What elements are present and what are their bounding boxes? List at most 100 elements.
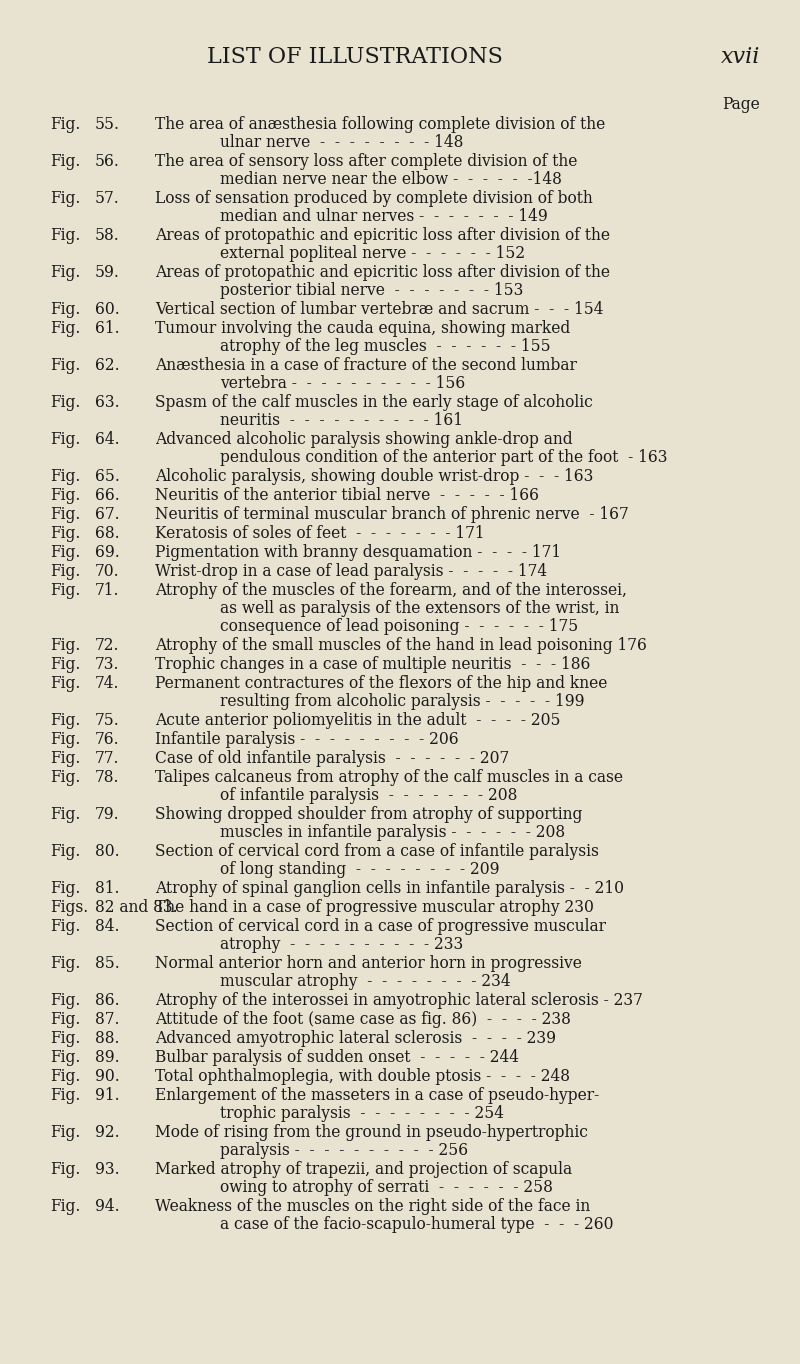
Text: Fig.: Fig.: [50, 394, 80, 411]
Text: Wrist-drop in a case of lead paralysis -  -  -  -  - 174: Wrist-drop in a case of lead paralysis -…: [155, 563, 547, 580]
Text: median nerve near the elbow -  -  -  -  -  -148: median nerve near the elbow - - - - - -1…: [220, 170, 562, 188]
Text: Fig.: Fig.: [50, 525, 80, 542]
Text: external popliteal nerve -  -  -  -  -  - 152: external popliteal nerve - - - - - - 152: [220, 246, 525, 262]
Text: 56.: 56.: [95, 153, 120, 170]
Text: Fig.: Fig.: [50, 955, 80, 973]
Text: 88.: 88.: [95, 1030, 119, 1048]
Text: 62.: 62.: [95, 357, 120, 374]
Text: Fig.: Fig.: [50, 712, 80, 728]
Text: 58.: 58.: [95, 226, 120, 244]
Text: 75.: 75.: [95, 712, 120, 728]
Text: xvii: xvii: [721, 46, 760, 68]
Text: 92.: 92.: [95, 1124, 120, 1142]
Text: Fig.: Fig.: [50, 918, 80, 934]
Text: Atrophy of the small muscles of the hand in lead poisoning 176: Atrophy of the small muscles of the hand…: [155, 637, 647, 653]
Text: Atrophy of the interossei in amyotrophic lateral sclerosis - 237: Atrophy of the interossei in amyotrophic…: [155, 992, 643, 1009]
Text: 68.: 68.: [95, 525, 120, 542]
Text: Fig.: Fig.: [50, 563, 80, 580]
Text: Marked atrophy of trapezii, and projection of scapula: Marked atrophy of trapezii, and projecti…: [155, 1161, 572, 1178]
Text: vertebra -  -  -  -  -  -  -  -  -  - 156: vertebra - - - - - - - - - - 156: [220, 375, 466, 391]
Text: Spasm of the calf muscles in the early stage of alcoholic: Spasm of the calf muscles in the early s…: [155, 394, 593, 411]
Text: Fig.: Fig.: [50, 1087, 80, 1103]
Text: Permanent contractures of the flexors of the hip and knee: Permanent contractures of the flexors of…: [155, 675, 607, 692]
Text: Loss of sensation produced by complete division of both: Loss of sensation produced by complete d…: [155, 190, 593, 207]
Text: Neuritis of the anterior tibial nerve  -  -  -  -  - 166: Neuritis of the anterior tibial nerve - …: [155, 487, 539, 505]
Text: Fig.: Fig.: [50, 637, 80, 653]
Text: Talipes calcaneus from atrophy of the calf muscles in a case: Talipes calcaneus from atrophy of the ca…: [155, 769, 623, 786]
Text: Alcoholic paralysis, showing double wrist-drop -  -  - 163: Alcoholic paralysis, showing double wris…: [155, 468, 594, 486]
Text: ulnar nerve  -  -  -  -  -  -  -  - 148: ulnar nerve - - - - - - - - 148: [220, 134, 463, 151]
Text: pendulous condition of the anterior part of the foot  - 163: pendulous condition of the anterior part…: [220, 449, 667, 466]
Text: muscular atrophy  -  -  -  -  -  -  -  - 234: muscular atrophy - - - - - - - - 234: [220, 973, 510, 990]
Text: 70.: 70.: [95, 563, 120, 580]
Text: 82 and 83.: 82 and 83.: [95, 899, 178, 917]
Text: 63.: 63.: [95, 394, 120, 411]
Text: paralysis -  -  -  -  -  -  -  -  -  - 256: paralysis - - - - - - - - - - 256: [220, 1142, 468, 1159]
Text: Fig.: Fig.: [50, 265, 80, 281]
Text: Areas of protopathic and epicritic loss after division of the: Areas of protopathic and epicritic loss …: [155, 265, 610, 281]
Text: median and ulnar nerves -  -  -  -  -  -  - 149: median and ulnar nerves - - - - - - - 14…: [220, 207, 548, 225]
Text: Fig.: Fig.: [50, 301, 80, 318]
Text: 76.: 76.: [95, 731, 120, 747]
Text: Enlargement of the masseters in a case of pseudo-hyper-: Enlargement of the masseters in a case o…: [155, 1087, 599, 1103]
Text: Fig.: Fig.: [50, 468, 80, 486]
Text: Vertical section of lumbar vertebræ and sacrum -  -  - 154: Vertical section of lumbar vertebræ and …: [155, 301, 603, 318]
Text: 64.: 64.: [95, 431, 120, 447]
Text: Bulbar paralysis of sudden onset  -  -  -  -  - 244: Bulbar paralysis of sudden onset - - - -…: [155, 1049, 519, 1067]
Text: Fig.: Fig.: [50, 1161, 80, 1178]
Text: Advanced amyotrophic lateral sclerosis  -  -  -  - 239: Advanced amyotrophic lateral sclerosis -…: [155, 1030, 556, 1048]
Text: Total ophthalmoplegia, with double ptosis -  -  -  - 248: Total ophthalmoplegia, with double ptosi…: [155, 1068, 570, 1084]
Text: Fig.: Fig.: [50, 544, 80, 561]
Text: 57.: 57.: [95, 190, 120, 207]
Text: 94.: 94.: [95, 1198, 120, 1215]
Text: Atrophy of spinal ganglion cells in infantile paralysis -  - 210: Atrophy of spinal ganglion cells in infa…: [155, 880, 624, 898]
Text: Atrophy of the muscles of the forearm, and of the interossei,: Atrophy of the muscles of the forearm, a…: [155, 582, 627, 599]
Text: 85.: 85.: [95, 955, 120, 973]
Text: 74.: 74.: [95, 675, 119, 692]
Text: Fig.: Fig.: [50, 487, 80, 505]
Text: resulting from alcoholic paralysis -  -  -  -  - 199: resulting from alcoholic paralysis - - -…: [220, 693, 585, 711]
Text: Areas of protopathic and epicritic loss after division of the: Areas of protopathic and epicritic loss …: [155, 226, 610, 244]
Text: Figs.: Figs.: [50, 899, 88, 917]
Text: 65.: 65.: [95, 468, 120, 486]
Text: Fig.: Fig.: [50, 1011, 80, 1028]
Text: The hand in a case of progressive muscular atrophy 230: The hand in a case of progressive muscul…: [155, 899, 594, 917]
Text: Fig.: Fig.: [50, 806, 80, 822]
Text: Fig.: Fig.: [50, 750, 80, 767]
Text: Fig.: Fig.: [50, 153, 80, 170]
Text: LIST OF ILLUSTRATIONS: LIST OF ILLUSTRATIONS: [207, 46, 503, 68]
Text: Keratosis of soles of feet  -  -  -  -  -  -  - 171: Keratosis of soles of feet - - - - - - -…: [155, 525, 485, 542]
Text: 61.: 61.: [95, 321, 120, 337]
Text: 87.: 87.: [95, 1011, 119, 1028]
Text: Mode of rising from the ground in pseudo-hypertrophic: Mode of rising from the ground in pseudo…: [155, 1124, 588, 1142]
Text: 71.: 71.: [95, 582, 119, 599]
Text: Fig.: Fig.: [50, 880, 80, 898]
Text: 91.: 91.: [95, 1087, 120, 1103]
Text: Fig.: Fig.: [50, 1124, 80, 1142]
Text: Weakness of the muscles on the right side of the face in: Weakness of the muscles on the right sid…: [155, 1198, 590, 1215]
Text: 73.: 73.: [95, 656, 119, 672]
Text: trophic paralysis  -  -  -  -  -  -  -  - 254: trophic paralysis - - - - - - - - 254: [220, 1105, 504, 1123]
Text: Fig.: Fig.: [50, 731, 80, 747]
Text: 90.: 90.: [95, 1068, 120, 1084]
Text: of long standing  -  -  -  -  -  -  -  - 209: of long standing - - - - - - - - 209: [220, 861, 499, 878]
Text: atrophy of the leg muscles  -  -  -  -  -  - 155: atrophy of the leg muscles - - - - - - 1…: [220, 338, 550, 355]
Text: 60.: 60.: [95, 301, 120, 318]
Text: Fig.: Fig.: [50, 843, 80, 859]
Text: Fig.: Fig.: [50, 506, 80, 522]
Text: posterior tibial nerve  -  -  -  -  -  -  - 153: posterior tibial nerve - - - - - - - 153: [220, 282, 523, 299]
Text: a case of the facio-scapulo-humeral type  -  -  - 260: a case of the facio-scapulo-humeral type…: [220, 1215, 614, 1233]
Text: 84.: 84.: [95, 918, 119, 934]
Text: Fig.: Fig.: [50, 1049, 80, 1067]
Text: Normal anterior horn and anterior horn in progressive: Normal anterior horn and anterior horn i…: [155, 955, 582, 973]
Text: of infantile paralysis  -  -  -  -  -  -  - 208: of infantile paralysis - - - - - - - 208: [220, 787, 518, 803]
Text: Fig.: Fig.: [50, 769, 80, 786]
Text: Attitude of the foot (same case as fig. 86)  -  -  -  - 238: Attitude of the foot (same case as fig. …: [155, 1011, 571, 1028]
Text: Fig.: Fig.: [50, 226, 80, 244]
Text: The area of anæsthesia following complete division of the: The area of anæsthesia following complet…: [155, 116, 606, 134]
Text: Fig.: Fig.: [50, 116, 80, 134]
Text: 89.: 89.: [95, 1049, 120, 1067]
Text: Infantile paralysis -  -  -  -  -  -  -  -  - 206: Infantile paralysis - - - - - - - - - 20…: [155, 731, 458, 747]
Text: Neuritis of terminal muscular branch of phrenic nerve  - 167: Neuritis of terminal muscular branch of …: [155, 506, 629, 522]
Text: 77.: 77.: [95, 750, 119, 767]
